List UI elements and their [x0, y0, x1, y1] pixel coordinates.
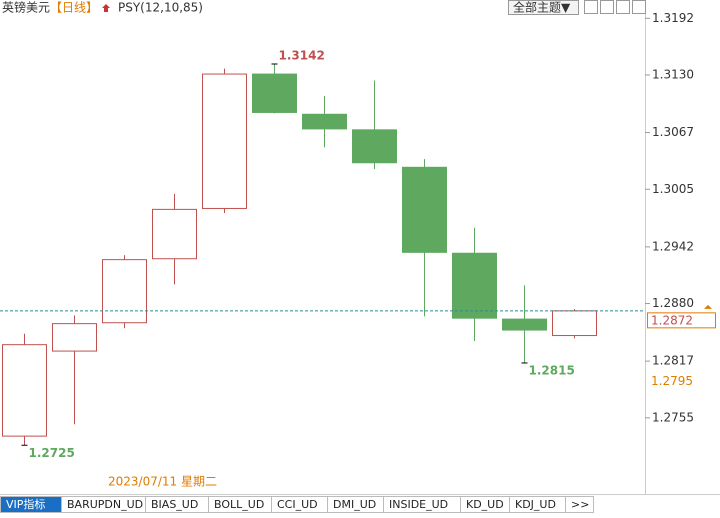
candle-body — [202, 73, 247, 209]
date-box — [106, 474, 216, 490]
candle-body — [402, 166, 447, 253]
tab-label[interactable]: DMI_UD — [333, 498, 376, 511]
candle-body — [552, 310, 597, 337]
y-tick-label: 1.3067 — [652, 125, 694, 139]
price-label: 1.2872 — [651, 313, 693, 327]
candle-body — [302, 113, 347, 130]
y-tick-label: 1.3192 — [652, 11, 694, 25]
tab-label[interactable]: INSIDE_UD — [389, 498, 448, 511]
indicator: PSY(12,10,85) — [118, 1, 203, 15]
tab[interactable] — [565, 496, 594, 513]
annotation: 1.2815 — [529, 363, 575, 377]
candle-body — [102, 259, 147, 324]
tool-button[interactable] — [632, 0, 646, 14]
y-tick-label: 1.2755 — [652, 410, 694, 424]
tab-label[interactable]: VIP指标 — [6, 497, 45, 511]
tool-button[interactable] — [616, 0, 630, 14]
tab-bar: VIP指标 BARUPDN_UD BIAS_UD BOLL_UD CCI_UD DMI_U… — [0, 496, 594, 513]
candle-body — [252, 73, 297, 113]
tab-label[interactable]: BARUPDN_UD — [67, 498, 143, 511]
tool-button[interactable] — [584, 0, 598, 14]
candle-body — [2, 344, 47, 437]
tab-label[interactable]: BOLL_UD — [214, 498, 264, 511]
indicator-icon — [102, 4, 110, 12]
theme-button-label[interactable]: 全部主题▼ — [513, 0, 571, 15]
marker-label: 1.2795 — [651, 374, 693, 388]
candle-body — [352, 129, 397, 164]
price-box — [647, 312, 716, 329]
candle-body — [502, 318, 547, 331]
tab-label[interactable]: BIAS_UD — [151, 498, 198, 511]
candle-body — [52, 323, 97, 352]
tab-label[interactable]: CCI_UD — [277, 498, 318, 511]
tab-label[interactable]: KDJ_UD — [515, 498, 556, 511]
crosshair-date: 2023/07/11 星期二 — [108, 475, 217, 489]
tab-label[interactable]: KD_UD — [466, 498, 504, 511]
annotation: 1.3142 — [279, 49, 325, 63]
y-tick-label: 1.3130 — [652, 67, 694, 81]
y-tick-label: 1.3005 — [652, 182, 694, 196]
candle-body — [452, 252, 497, 319]
theme-button[interactable] — [508, 0, 579, 15]
tool-button[interactable] — [600, 0, 614, 14]
tab-label[interactable]: >> — [571, 498, 589, 511]
y-tick-label: 1.2942 — [652, 239, 694, 253]
symbol: 英镑美元 — [2, 0, 50, 15]
candle-body — [152, 208, 197, 260]
period: 【日线】 — [50, 1, 98, 15]
annotation: 1.2725 — [29, 446, 75, 460]
y-tick-label: 1.2880 — [652, 296, 694, 310]
y-tick-label: 1.2817 — [652, 354, 694, 368]
toolbar — [584, 0, 646, 14]
